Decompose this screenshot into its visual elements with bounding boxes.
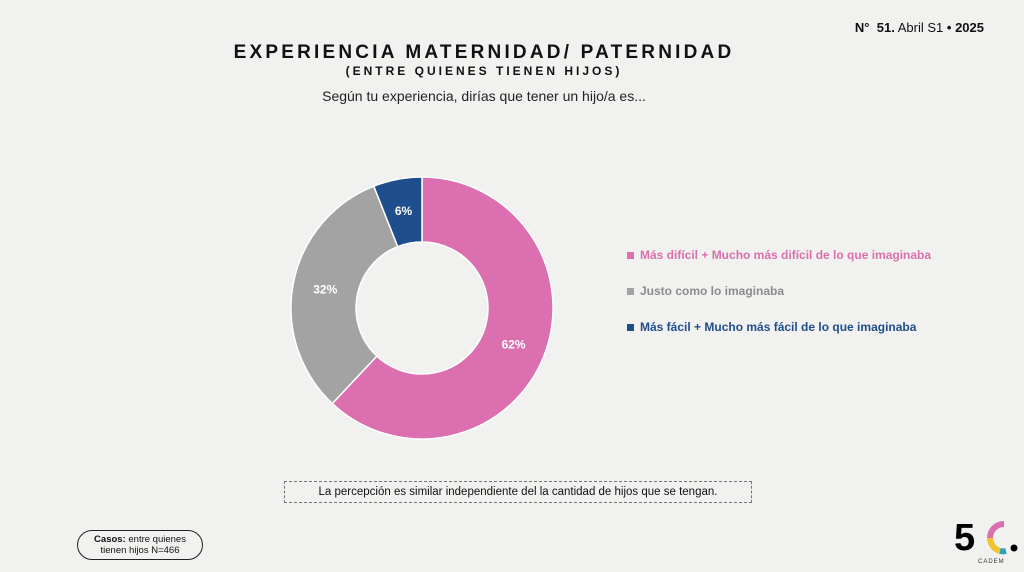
issue-year: 2025 xyxy=(955,20,984,35)
legend-item-2: Más fácil + Mucho más fácil de lo que im… xyxy=(627,318,931,336)
legend-label-0: Más difícil + Mucho más difícil de lo qu… xyxy=(640,248,932,262)
logo-brand: CADEM xyxy=(978,559,1005,565)
legend-swatch-1 xyxy=(627,287,634,295)
donut-slice-0 xyxy=(331,176,554,440)
cases-line2: tienen hijos N=466 xyxy=(100,545,180,556)
issue-label: N° 51. Abril S1 • 2025 xyxy=(855,20,984,35)
donut-label-2: 6% xyxy=(395,204,413,218)
legend-item-1: Justo como lo imaginaba xyxy=(627,282,931,300)
page-title: EXPERIENCIA MATERNIDAD/ PATERNIDAD xyxy=(233,42,735,63)
survey-question: Según tu experiencia, dirías que tener u… xyxy=(322,88,646,104)
page-subtitle: (ENTRE QUIENES TIENEN HIJOS) xyxy=(345,64,623,78)
cases-badge: Casos: entre quienes tienen hijos N=466 xyxy=(77,530,203,560)
legend-swatch-0 xyxy=(627,251,634,259)
donut-label-0: 62% xyxy=(502,337,526,351)
chart-legend: Más difícil + Mucho más difícil de lo qu… xyxy=(627,246,931,354)
cases-line1: entre quienes xyxy=(128,534,186,545)
cases-label: Casos: xyxy=(94,534,126,545)
donut-chart: 62% 32% 6% xyxy=(290,176,554,440)
svg-text:5: 5 xyxy=(954,517,975,556)
legend-label-2: Más fácil + Mucho más fácil de lo que im… xyxy=(640,320,917,334)
logo-mark: 5 xyxy=(954,517,1018,559)
issue-prefix: N° xyxy=(854,20,870,35)
issue-period: Abril S1 xyxy=(897,20,944,35)
donut-slice-2 xyxy=(372,176,423,248)
footnote-box: La percepción es similar independiente d… xyxy=(284,481,752,503)
issue-separator: • xyxy=(946,20,952,35)
donut-label-1: 32% xyxy=(313,283,337,297)
legend-item-0: Más difícil + Mucho más difícil de lo qu… xyxy=(627,246,931,264)
legend-swatch-2 xyxy=(627,323,634,331)
issue-number: 51. xyxy=(876,20,895,35)
cadem-logo: 5 CADEM xyxy=(954,516,1020,568)
legend-label-1: Justo como lo imaginaba xyxy=(640,284,785,298)
donut-slice-1 xyxy=(290,185,399,405)
